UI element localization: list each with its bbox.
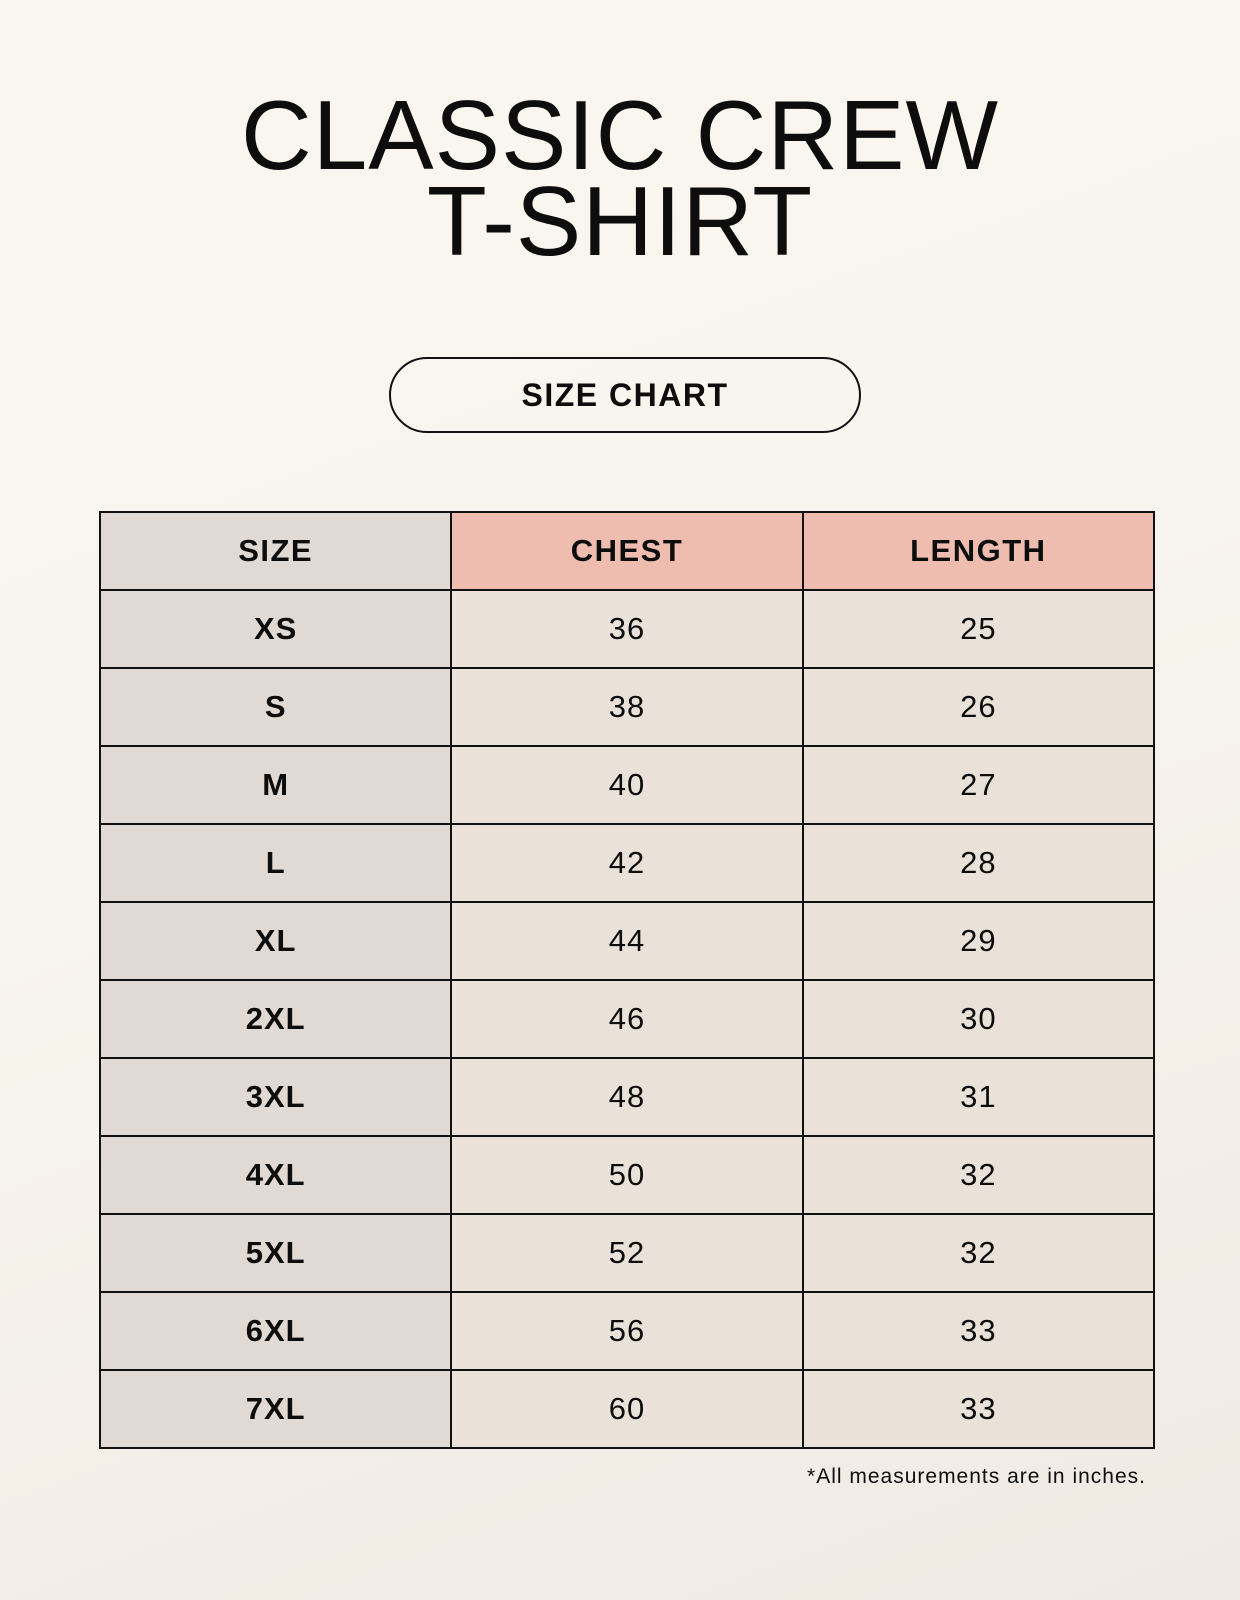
- cell-size: S: [98, 667, 453, 747]
- cell-chest: 52: [450, 1213, 804, 1293]
- cell-chest: 48: [450, 1057, 804, 1137]
- size-table: SIZE CHEST LENGTH XS 36 25 S 38 26 M 40 27 L 42 28 X…: [98, 511, 1156, 1449]
- cell-length: 25: [801, 589, 1156, 669]
- cell-size: 6XL: [98, 1291, 453, 1371]
- cell-length: 27: [801, 745, 1156, 825]
- cell-length: 29: [801, 901, 1156, 981]
- cell-size: 7XL: [98, 1369, 453, 1449]
- cell-chest: 36: [450, 589, 804, 669]
- cell-length: 31: [801, 1057, 1156, 1137]
- cell-size: XL: [98, 901, 453, 981]
- cell-chest: 56: [450, 1291, 804, 1371]
- cell-chest: 44: [450, 901, 804, 981]
- table-row: 4XL 50 32: [98, 1135, 1156, 1215]
- cell-chest: 38: [450, 667, 804, 747]
- cell-chest: 60: [450, 1369, 804, 1449]
- cell-size: L: [98, 823, 453, 903]
- table-row: XL 44 29: [98, 901, 1156, 981]
- cell-length: 30: [801, 979, 1156, 1059]
- table-row: 2XL 46 30: [98, 979, 1156, 1059]
- cell-size: 2XL: [98, 979, 453, 1059]
- table-row: 3XL 48 31: [98, 1057, 1156, 1137]
- table-row: S 38 26: [98, 667, 1156, 747]
- cell-size: 4XL: [98, 1135, 453, 1215]
- cell-length: 32: [801, 1135, 1156, 1215]
- cell-length: 33: [801, 1369, 1156, 1449]
- cell-chest: 42: [450, 823, 804, 903]
- title-line-2: T-SHIRT: [426, 166, 814, 276]
- cell-size: 3XL: [98, 1057, 453, 1137]
- footnote: *All measurements are in inches.: [807, 1465, 1146, 1488]
- cell-chest: 50: [450, 1135, 804, 1215]
- cell-size: XS: [98, 589, 453, 669]
- header-chest: CHEST: [450, 511, 804, 591]
- header-length: LENGTH: [801, 511, 1156, 591]
- cell-length: 26: [801, 667, 1156, 747]
- cell-length: 28: [801, 823, 1156, 903]
- title-line-1: CLASSIC CREW: [240, 80, 999, 190]
- table-header-row: SIZE CHEST LENGTH: [98, 511, 1156, 591]
- header-size: SIZE: [98, 511, 453, 591]
- cell-size: 5XL: [98, 1213, 453, 1293]
- table-row: 7XL 60 33: [98, 1369, 1156, 1449]
- cell-chest: 46: [450, 979, 804, 1059]
- table-row: XS 36 25: [98, 589, 1156, 669]
- cell-size: M: [98, 745, 453, 825]
- cell-length: 32: [801, 1213, 1156, 1293]
- table-row: 5XL 52 32: [98, 1213, 1156, 1293]
- table-row: L 42 28: [98, 823, 1156, 903]
- page-title: CLASSIC CREW T-SHIRT: [0, 80, 1240, 276]
- table-row: M 40 27: [98, 745, 1156, 825]
- size-chart-badge: SIZE CHART: [389, 357, 861, 433]
- cell-chest: 40: [450, 745, 804, 825]
- cell-length: 33: [801, 1291, 1156, 1371]
- table-row: 6XL 56 33: [98, 1291, 1156, 1371]
